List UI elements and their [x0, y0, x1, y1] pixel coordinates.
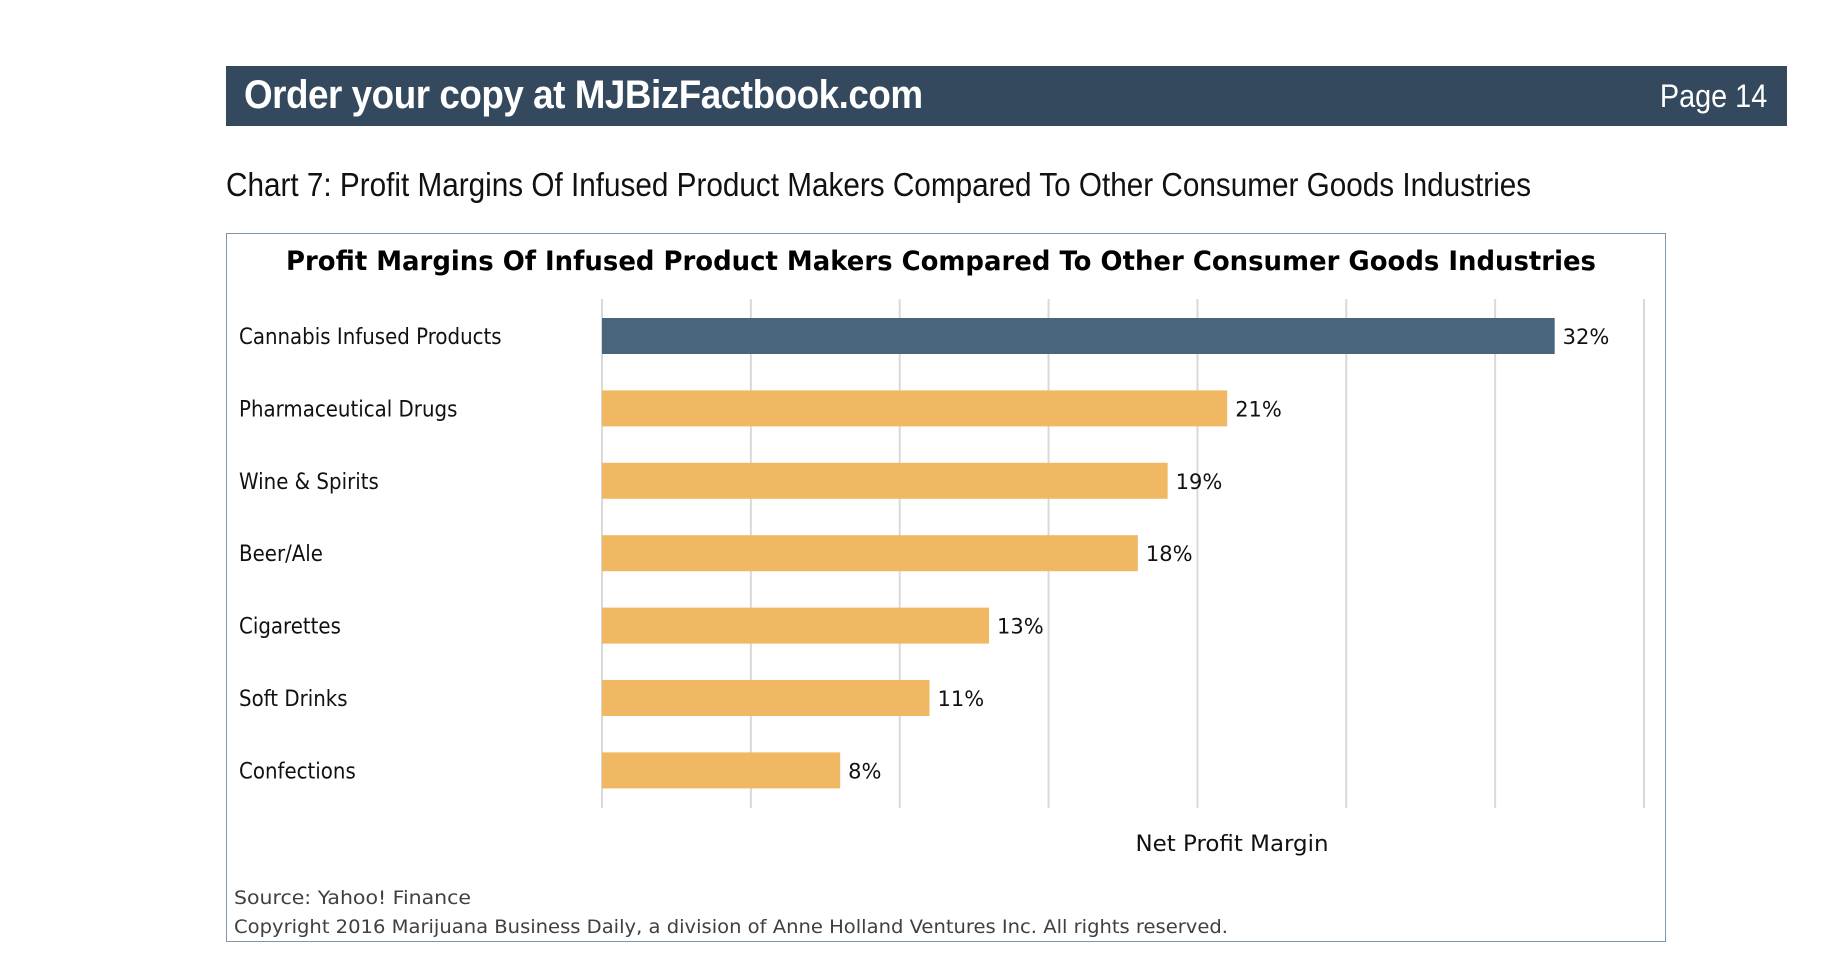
bar: [602, 390, 1228, 427]
bar: [602, 535, 1138, 572]
category-label: Wine & Spirits: [239, 470, 379, 495]
source-note: Source: Yahoo! Finance: [234, 887, 471, 909]
order-banner-title: Order your copy at MJBizFactbook.com: [244, 73, 923, 117]
copyright-note: Copyright 2016 Marijuana Business Daily,…: [234, 916, 1228, 938]
category-label: Cigarettes: [239, 615, 341, 640]
category-labels: Cannabis Infused Products Pharmaceutical …: [239, 325, 502, 784]
category-label: Pharmaceutical Drugs: [239, 397, 457, 422]
bar: [602, 752, 841, 789]
x-axis-label: Net Profit Margin: [1136, 832, 1329, 857]
chart-title: Profit Margins Of Infused Product Makers…: [286, 246, 1596, 277]
value-label: 19%: [1176, 470, 1223, 494]
chart-heading: Chart 7: Profit Margins Of Infused Produ…: [226, 166, 1532, 203]
value-label: 8%: [848, 759, 881, 783]
category-label: Soft Drinks: [239, 687, 348, 712]
value-label: 11%: [937, 687, 984, 711]
value-label: 18%: [1146, 542, 1193, 566]
bar: [602, 462, 1168, 499]
value-label: 32%: [1563, 325, 1610, 349]
value-label: 21%: [1235, 397, 1282, 421]
bars: [602, 318, 1555, 789]
chart-frame: [226, 233, 1666, 942]
header-banner: Order your copy at MJBizFactbook.com Pag…: [226, 66, 1787, 126]
category-label: Cannabis Infused Products: [239, 325, 502, 350]
category-label: Confections: [239, 759, 356, 784]
bar: [602, 680, 930, 716]
value-label: 13%: [997, 615, 1044, 639]
value-labels: 32% 21% 19% 18% 13% 11% 8%: [848, 325, 1609, 783]
bar: [602, 318, 1555, 354]
category-label: Beer/Ale: [239, 542, 323, 567]
page-number: Page 14: [1659, 78, 1767, 114]
bar: [602, 607, 990, 644]
